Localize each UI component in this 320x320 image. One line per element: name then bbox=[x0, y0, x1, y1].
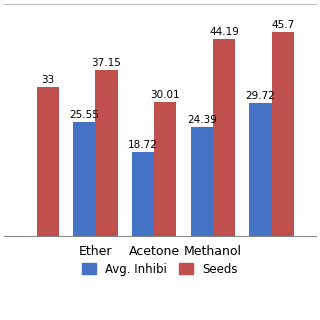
Text: 18.72: 18.72 bbox=[128, 140, 158, 150]
Text: 25.55: 25.55 bbox=[69, 110, 99, 120]
Text: 44.19: 44.19 bbox=[209, 27, 239, 37]
Bar bbox=[95, 70, 118, 236]
Text: 29.72: 29.72 bbox=[246, 91, 276, 101]
Bar bbox=[36, 87, 59, 236]
Text: 24.39: 24.39 bbox=[187, 115, 217, 125]
Bar bbox=[272, 32, 294, 236]
Bar bbox=[132, 152, 154, 236]
Legend: Avg. Inhibi, Seeds: Avg. Inhibi, Seeds bbox=[77, 258, 243, 281]
Bar bbox=[191, 127, 213, 236]
Text: 33: 33 bbox=[41, 75, 54, 85]
Bar bbox=[249, 103, 272, 236]
Text: 30.01: 30.01 bbox=[150, 90, 180, 100]
Bar bbox=[213, 39, 235, 236]
Bar bbox=[154, 102, 176, 236]
Text: 45.7: 45.7 bbox=[271, 20, 294, 30]
Text: 37.15: 37.15 bbox=[92, 58, 121, 68]
Bar bbox=[73, 122, 95, 236]
